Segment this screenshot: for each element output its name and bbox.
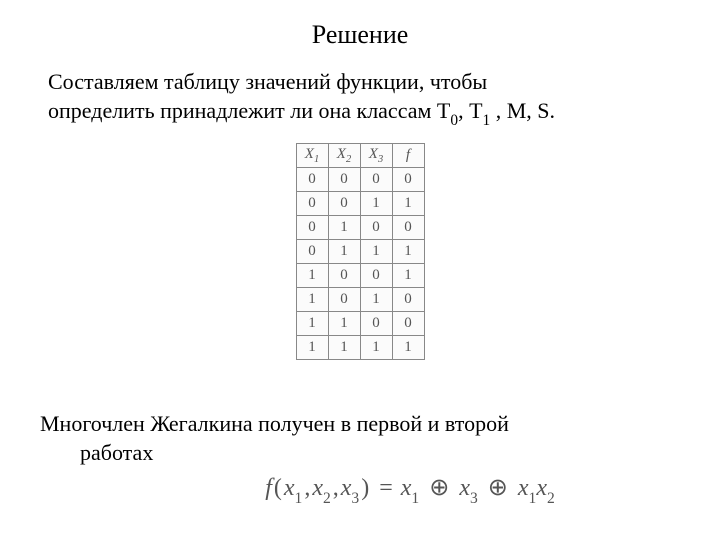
formula-container: f(x1,x2,x3) = x1 ⊕ x3 ⊕ x1x2 [40,473,680,506]
table-row: 0111 [296,240,424,264]
table-row: 1111 [296,336,424,360]
intro-line1: Составляем таблицу значений функции, что… [48,69,487,94]
table-row: 0011 [296,192,424,216]
table-row: 0000 [296,168,424,192]
zhegalkin-formula: f(x1,x2,x3) = x1 ⊕ x3 ⊕ x1x2 [265,473,555,506]
col-x3: X3 [360,144,392,168]
table-row: 1010 [296,288,424,312]
table-row: 1100 [296,312,424,336]
table-row: 1001 [296,264,424,288]
intro-mid1: , Т [458,98,482,123]
truth-table: X1 X2 X3 f 0000 0011 0100 0111 1001 1010… [296,143,425,360]
table-row: 0100 [296,216,424,240]
intro-paragraph: Составляем таблицу значений функции, что… [40,68,680,129]
truth-table-container: X1 X2 X3 f 0000 0011 0100 0111 1001 1010… [40,143,680,360]
intro-line2-pre: определить принадлежит ли она классам Т [48,98,450,123]
table-header-row: X1 X2 X3 f [296,144,424,168]
bottom-line1: Многочлен Жегалкина получен в первой и в… [40,411,509,436]
intro-post: , M, S. [490,98,555,123]
intro-sub0: 0 [450,112,458,129]
bottom-paragraph: Многочлен Жегалкина получен в первой и в… [40,410,680,467]
col-x2: X2 [328,144,360,168]
intro-sub1: 1 [483,112,491,129]
col-f: f [392,144,424,168]
bottom-line2: работах [40,439,680,468]
table-body: 0000 0011 0100 0111 1001 1010 1100 1111 [296,168,424,360]
col-x1: X1 [296,144,328,168]
page-title: Решение [40,20,680,50]
